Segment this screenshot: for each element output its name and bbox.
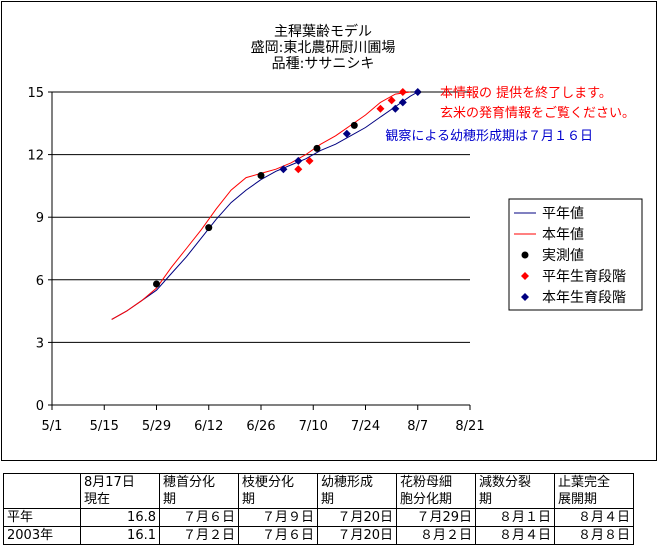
chart-title-line-1: 盛岡:東北農研厨川圃場 xyxy=(251,40,396,56)
y-tick-label-1: 3 xyxy=(36,336,44,351)
table-cell: ７月９日 xyxy=(238,508,318,527)
series-2-point-3 xyxy=(313,144,321,152)
table-cell: ７月29日 xyxy=(396,508,476,527)
x-tick-label-8: 8/21 xyxy=(455,419,484,434)
series-3-point-1 xyxy=(305,156,314,165)
table-header-row: 8月17日 現在 穂首分化期枝梗分化期幼穂形成期花粉母細 胞分化期 減数分裂期止葉完全展… xyxy=(3,473,634,509)
series-4-point-0 xyxy=(279,165,288,174)
legend-box xyxy=(508,198,643,311)
y-tick-label-4: 12 xyxy=(27,149,44,164)
table-cell: ８月８日 xyxy=(554,526,634,545)
table-header-cell: 花粉母細 胞分化期 xyxy=(396,473,476,509)
series-3-point-4 xyxy=(398,88,407,96)
table-cell: 16.8 xyxy=(80,508,160,527)
x-tick-label-4: 6/26 xyxy=(246,419,275,434)
table-header-cell: 8月17日 現在 xyxy=(80,473,160,509)
x-tick-label-2: 5/29 xyxy=(142,419,171,434)
legend-label-3: 平年生育段階 xyxy=(542,269,626,285)
series-line-0 xyxy=(111,91,419,320)
table-cell: 16.1 xyxy=(80,526,160,545)
x-tick-label-3: 6/12 xyxy=(194,419,223,434)
y-tick-label-5: 15 xyxy=(27,86,44,101)
legend-key-4 xyxy=(521,293,529,301)
table-cell: ８月２日 xyxy=(396,526,476,545)
legend-label-1: 本年値 xyxy=(542,227,584,243)
series-4-point-5 xyxy=(413,88,422,96)
growth-stage-table: 8月17日 現在 穂首分化期枝梗分化期幼穂形成期花粉母細 胞分化期 減数分裂期止葉完全展… xyxy=(3,473,634,545)
table-header-cell: 穂首分化期 xyxy=(159,473,239,509)
legend-key-3 xyxy=(521,272,529,280)
series-2-point-1 xyxy=(205,224,213,232)
x-tick-label-5: 7/10 xyxy=(299,419,328,434)
table-header-cell: 減数分裂期 xyxy=(475,473,555,509)
series-2-point-0 xyxy=(153,280,160,288)
series-3-point-2 xyxy=(376,104,385,113)
table-cell: ８月４日 xyxy=(554,508,634,527)
x-tick-label-1: 5/15 xyxy=(90,419,119,434)
y-tick-label-0: 0 xyxy=(36,399,44,414)
table-row-label: 2003年 xyxy=(3,526,81,545)
table-cell: ７月20日 xyxy=(317,508,397,527)
chart-title-line-2: 品種:ササニシキ xyxy=(272,56,375,72)
x-tick-label-6: 7/24 xyxy=(351,419,380,434)
x-tick-label-0: 5/1 xyxy=(42,419,63,434)
series-4-point-1 xyxy=(294,156,303,165)
table-row: 平年 16.8 ７月６日 ７月９日 ７月20日 ７月29日 ８月１日 ８月４日 xyxy=(3,508,634,527)
series-3-point-0 xyxy=(294,165,303,174)
table-header-cell: 幼穂形成期 xyxy=(317,473,397,509)
x-tick-label-7: 8/7 xyxy=(407,419,428,434)
legend-label-0: 平年値 xyxy=(542,206,584,222)
table-header-cell: 枝梗分化期 xyxy=(238,473,318,509)
table-header-cell: 止葉完全 展開期 xyxy=(554,473,634,509)
table-header-cell xyxy=(3,473,81,509)
series-2-point-2 xyxy=(257,171,265,179)
table-cell: ８月１日 xyxy=(475,508,555,527)
series-2-point-4 xyxy=(350,121,358,129)
growth-stage-table-container: 8月17日 現在 穂首分化期枝梗分化期幼穂形成期花粉母細 胞分化期 減数分裂期止葉完全展… xyxy=(3,473,634,545)
table-row: 2003年 16.1 ７月２日 ７月６日 ７月20日 ８月２日 ８月４日 ８月８日 xyxy=(3,526,634,545)
table-cell: ７月６日 xyxy=(159,508,239,527)
series-4-point-4 xyxy=(398,98,407,107)
table-cell: ７月２日 xyxy=(159,526,239,545)
table-body: 平年 16.8 ７月６日 ７月９日 ７月20日 ７月29日 ８月１日 ８月４日 2003年 16.… xyxy=(3,508,634,545)
legend-label-4: 本年生育段階 xyxy=(542,290,626,306)
legend-key-2 xyxy=(521,251,529,259)
y-tick-label-2: 6 xyxy=(36,274,44,289)
series-4-point-2 xyxy=(342,129,351,138)
chart-title-line-0: 主稈葉齢モデル xyxy=(274,23,372,40)
chart-frame xyxy=(1,1,657,461)
table-cell: ７月20日 xyxy=(317,526,397,545)
table-cell: ７月６日 xyxy=(238,526,318,545)
legend-label-2: 実測値 xyxy=(542,248,584,264)
annotation-text-0: 本情報の 提供を終了します。 xyxy=(440,85,612,101)
series-3-point-3 xyxy=(387,96,396,105)
annotation-text-2: 観察による幼穂形成期は７月１６日 xyxy=(385,129,593,144)
table-cell: ８月４日 xyxy=(475,526,555,545)
annotation-text-1: 玄米の発育情報をご覧ください。 xyxy=(440,105,635,121)
y-tick-label-3: 9 xyxy=(36,211,44,226)
series-4-point-3 xyxy=(391,104,400,113)
table-row-label: 平年 xyxy=(3,508,81,527)
